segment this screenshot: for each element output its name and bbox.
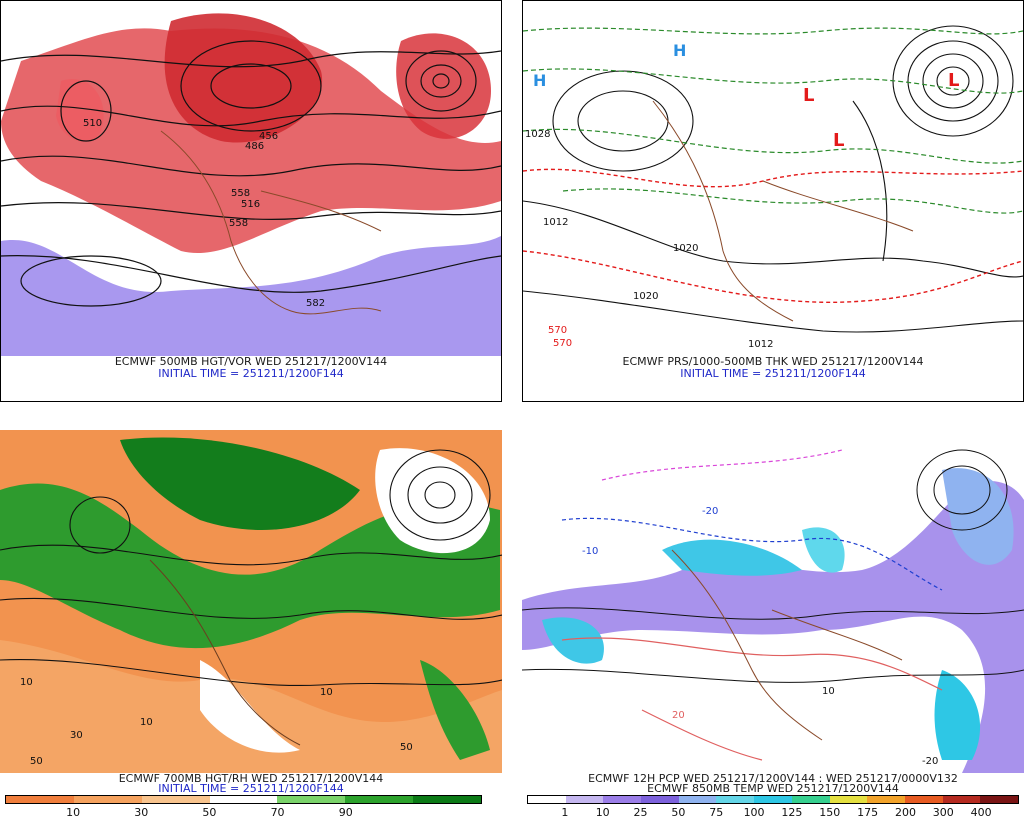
map-label: -20 bbox=[922, 756, 938, 767]
scale-tick-label: 30 bbox=[134, 806, 149, 819]
scale-tick-label: 90 bbox=[338, 806, 353, 819]
scale-tick-label: 125 bbox=[781, 806, 803, 819]
scale-swatch bbox=[716, 796, 755, 803]
caption-line2: INITIAL TIME = 251211/1200F144 bbox=[158, 367, 344, 380]
low-marker: L bbox=[833, 130, 844, 151]
scale-tick-label: 150 bbox=[819, 806, 841, 819]
caption-line2: INITIAL TIME = 251211/1200F144 bbox=[158, 782, 344, 795]
scale-swatch bbox=[413, 796, 482, 803]
scale-tick-label: 75 bbox=[709, 806, 724, 819]
scale-swatch bbox=[528, 796, 566, 803]
map-label: 1020 bbox=[673, 243, 698, 254]
humidity-map: 10 10 10 50 50 30 bbox=[0, 430, 502, 773]
scale-swatch bbox=[6, 796, 74, 803]
scale-tick-label: 10 bbox=[66, 806, 81, 819]
panel-prs-thickness: H H L L L 1020 1028 1012 1020 1012 570 5… bbox=[522, 0, 1024, 402]
scale-tick-label: 50 bbox=[671, 806, 686, 819]
map-label: 1028 bbox=[525, 129, 550, 140]
scale-swatch bbox=[791, 796, 830, 803]
scale-tick-label: 175 bbox=[857, 806, 879, 819]
map-label: 510 bbox=[83, 118, 102, 129]
panel-500mb-hgt-vor: 510 558 582 516 456 486 558 ECMWF 500MB … bbox=[0, 0, 502, 402]
map-label: 486 bbox=[245, 141, 264, 152]
map-label: 1012 bbox=[748, 339, 773, 350]
scale-tick-label: 50 bbox=[202, 806, 217, 819]
pressure-map: H H L L L 1020 1028 1012 1020 1012 570 5… bbox=[523, 1, 1023, 356]
map-label: 570 bbox=[553, 338, 572, 349]
caption-line1: ECMWF 500MB HGT/VOR WED 251217/1200V144 bbox=[114, 355, 388, 368]
scale-tick-label: 200 bbox=[894, 806, 916, 819]
low-marker: L bbox=[948, 70, 959, 91]
low-marker: L bbox=[803, 85, 814, 106]
map-label: 10 bbox=[822, 686, 835, 697]
scale-tick-label: 1 bbox=[561, 806, 569, 819]
map-label: 10 bbox=[140, 717, 153, 728]
scale-tick-label: 300 bbox=[932, 806, 954, 819]
high-marker: H bbox=[533, 71, 546, 90]
scale-swatch bbox=[641, 796, 679, 803]
scale-swatch bbox=[942, 796, 981, 803]
scale-swatch bbox=[565, 796, 604, 803]
scale-swatch bbox=[678, 796, 717, 803]
scale-tick-label: 10 bbox=[595, 806, 610, 819]
caption-line1: ECMWF 700MB HGT/RH WED 251217/1200V144 bbox=[118, 772, 384, 785]
scale-swatch bbox=[980, 796, 1018, 803]
scale-tick-label: 25 bbox=[633, 806, 648, 819]
map-label: 10 bbox=[20, 677, 33, 688]
scale-swatch bbox=[754, 796, 792, 803]
map-label: 516 bbox=[241, 199, 260, 210]
map-label: -20 bbox=[702, 506, 718, 517]
scale-swatch bbox=[345, 796, 414, 803]
scale-swatch bbox=[904, 796, 943, 803]
vorticity-map: 510 558 582 516 456 486 558 bbox=[1, 1, 501, 356]
precip-color-scale bbox=[527, 795, 1019, 804]
map-label: 30 bbox=[70, 730, 83, 741]
caption-line1: ECMWF 12H PCP WED 251217/1200V144 : WED … bbox=[588, 772, 958, 785]
panel-pcp-temp: -20 -10 10 20 -20 ECMWF 12H PCP WED 2512… bbox=[522, 430, 1024, 819]
map-label: 1012 bbox=[543, 217, 568, 228]
scale-swatch bbox=[209, 796, 278, 803]
caption-line2: ECMWF 850MB TEMP WED 251217/1200V144 bbox=[647, 782, 899, 795]
map-label: 10 bbox=[320, 687, 333, 698]
panel-700mb-hgt-rh: 10 10 10 50 50 30 ECMWF 700MB HGT/RH WED… bbox=[0, 430, 502, 819]
high-marker: H bbox=[673, 41, 686, 60]
map-label: 558 bbox=[231, 188, 250, 199]
map-label: 582 bbox=[306, 298, 325, 309]
map-label: 50 bbox=[400, 742, 413, 753]
scale-swatch bbox=[867, 796, 905, 803]
map-label: 570 bbox=[548, 325, 567, 336]
precip-scale-ticks: 1 10 25 50 75 100 125 150 175 200 300 400 bbox=[527, 806, 1019, 819]
map-label: 20 bbox=[672, 710, 685, 721]
scale-tick-label: 100 bbox=[743, 806, 765, 819]
scale-swatch bbox=[603, 796, 642, 803]
caption-line2: INITIAL TIME = 251211/1200F144 bbox=[680, 367, 866, 380]
caption-line1: ECMWF PRS/1000-500MB THK WED 251217/1200… bbox=[622, 355, 924, 368]
map-label: 456 bbox=[259, 131, 278, 142]
scale-swatch bbox=[277, 796, 346, 803]
scale-swatch bbox=[141, 796, 210, 803]
map-label: 50 bbox=[30, 756, 43, 767]
scale-swatch bbox=[829, 796, 868, 803]
scale-tick-label: 70 bbox=[270, 806, 285, 819]
rh-color-scale bbox=[5, 795, 482, 804]
map-label: -10 bbox=[582, 546, 598, 557]
scale-tick-label: 400 bbox=[970, 806, 992, 819]
precip-map: -20 -10 10 20 -20 bbox=[522, 430, 1024, 773]
scale-swatch bbox=[73, 796, 142, 803]
map-label: 558 bbox=[229, 218, 248, 229]
map-label: 1020 bbox=[633, 291, 658, 302]
rh-scale-ticks: 10 30 50 70 90 bbox=[5, 806, 482, 819]
